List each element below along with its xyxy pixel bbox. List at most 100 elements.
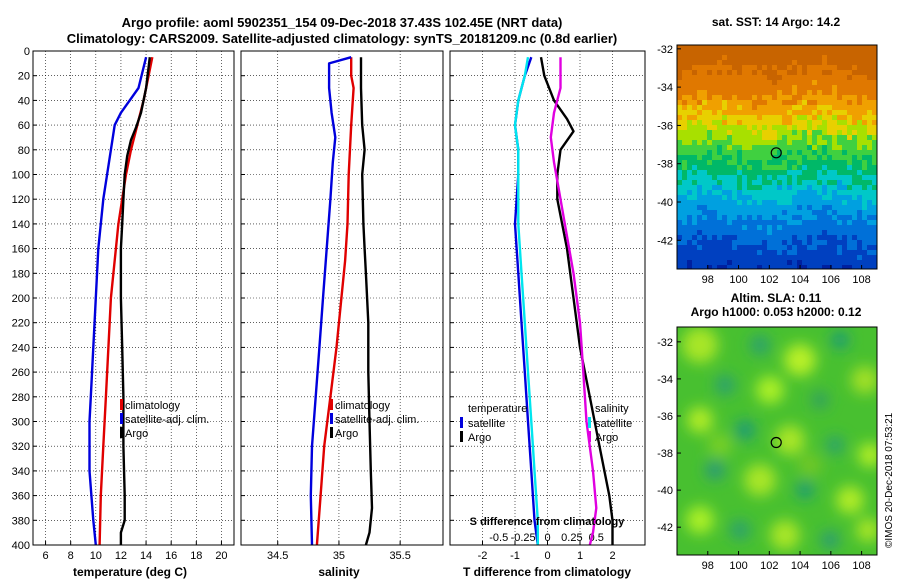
sst-cell (732, 190, 737, 195)
sst-cell (862, 120, 867, 125)
sst-cell (867, 190, 872, 195)
sst-cell (817, 180, 822, 185)
sst-cell (732, 125, 737, 130)
sst-cell (772, 60, 777, 65)
sst-cell (747, 115, 752, 120)
sst-cell (787, 135, 792, 140)
sst-cell (737, 100, 742, 105)
sst-cell (677, 60, 682, 65)
sst-cell (777, 245, 782, 250)
sst-cell (767, 205, 772, 210)
sst-cell (707, 150, 712, 155)
sst-cell (677, 245, 682, 250)
sst-cell (732, 75, 737, 80)
sst-cell (692, 230, 697, 235)
sst-cell (802, 95, 807, 100)
sst-cell (717, 100, 722, 105)
sst-cell (707, 165, 712, 170)
sst-cell (747, 75, 752, 80)
sst-cell (792, 255, 797, 260)
sst-cell (812, 180, 817, 185)
sst-cell (857, 110, 862, 115)
sst-cell (682, 115, 687, 120)
sst-cell (852, 85, 857, 90)
sst-cell (817, 235, 822, 240)
sst-cell (702, 240, 707, 245)
sst-cell (712, 260, 717, 265)
sst-cell (797, 50, 802, 55)
sst-cell (797, 170, 802, 175)
sst-cell (832, 50, 837, 55)
sst-cell (712, 100, 717, 105)
sst-cell (817, 195, 822, 200)
sst-cell (682, 210, 687, 215)
sst-cell (812, 215, 817, 220)
sst-cell (702, 140, 707, 145)
sst-cell (712, 125, 717, 130)
sst-cell (722, 115, 727, 120)
sst-cell (752, 70, 757, 75)
sst-cell (687, 90, 692, 95)
sst-cell (772, 210, 777, 215)
sla-blob (750, 335, 770, 355)
sst-cell (747, 160, 752, 165)
sst-cell (842, 70, 847, 75)
sst-cell (692, 250, 697, 255)
sst-cell (682, 140, 687, 145)
sst-cell (822, 205, 827, 210)
sst-cell (817, 165, 822, 170)
sst-cell (692, 80, 697, 85)
sla-blob (682, 327, 718, 363)
sst-cell (862, 85, 867, 90)
sst-cell (737, 215, 742, 220)
sst-cell (772, 250, 777, 255)
sst-cell (792, 60, 797, 65)
sst-cell (792, 45, 797, 50)
sst-cell (837, 205, 842, 210)
sst-cell (762, 115, 767, 120)
sst-cell (837, 255, 842, 260)
sst-cell (817, 120, 822, 125)
sst-cell (742, 130, 747, 135)
sst-cell (857, 190, 862, 195)
sst-cell (687, 205, 692, 210)
map-y-tick-label: -34 (657, 374, 673, 386)
sst-cell (712, 225, 717, 230)
sst-cell (762, 255, 767, 260)
sst-cell (782, 220, 787, 225)
sst-cell (692, 195, 697, 200)
sst-cell (757, 85, 762, 90)
sst-cell (822, 100, 827, 105)
sst-cell (707, 245, 712, 250)
sst-cell (752, 255, 757, 260)
sst-cell (797, 145, 802, 150)
sst-cell (767, 155, 772, 160)
sst-cell (812, 155, 817, 160)
sst-cell (787, 90, 792, 95)
sst-cell (732, 95, 737, 100)
sst-cell (782, 195, 787, 200)
sst-cell (812, 145, 817, 150)
sst-cell (842, 60, 847, 65)
sst-cell (832, 125, 837, 130)
top-tick-label: -0.5 (489, 532, 508, 544)
sst-cell (707, 75, 712, 80)
sst-cell (807, 110, 812, 115)
sst-cell (827, 95, 832, 100)
sst-cell (807, 265, 812, 269)
sst-cell (822, 160, 827, 165)
sst-cell (872, 105, 877, 110)
sst-cell (772, 45, 777, 50)
sst-cell (732, 115, 737, 120)
sst-cell (832, 240, 837, 245)
sst-cell (687, 220, 692, 225)
sst-cell (687, 100, 692, 105)
sst-cell (732, 85, 737, 90)
sst-cell (792, 235, 797, 240)
sst-cell (752, 125, 757, 130)
sst-cell (697, 100, 702, 105)
sst-cell (837, 130, 842, 135)
map-y-tick-label: -42 (657, 522, 673, 534)
sst-cell (697, 180, 702, 185)
